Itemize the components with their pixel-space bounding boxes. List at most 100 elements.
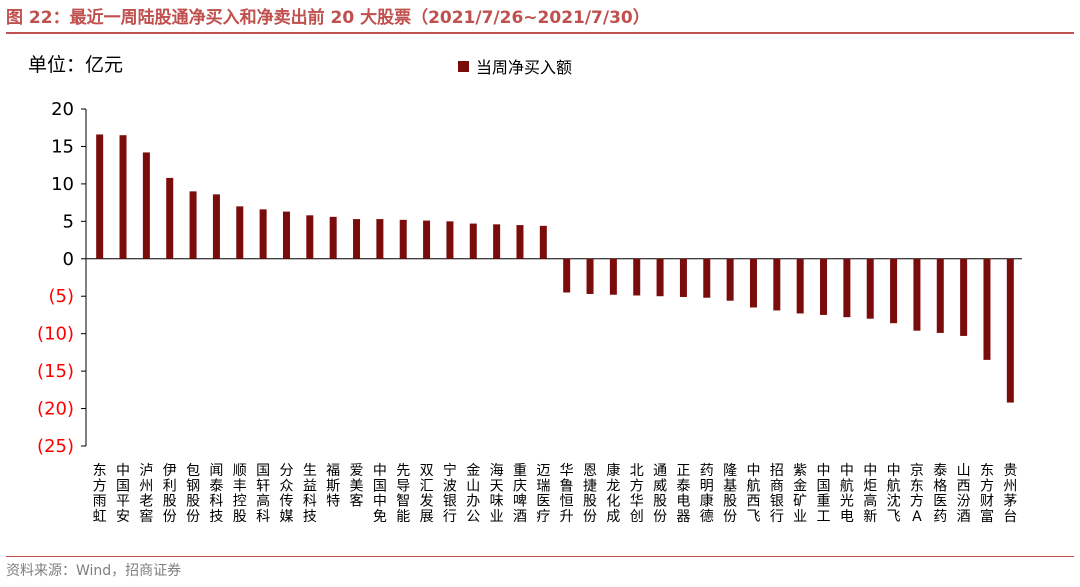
x-tick-label: 恩捷股份 [583,463,597,525]
bar [142,152,150,259]
bar [726,258,734,301]
x-tick-label: 顺丰控股 [233,463,247,525]
bar [820,258,828,315]
bar [796,258,804,314]
bar [236,206,244,259]
bar [446,221,454,259]
bar [983,258,991,360]
bar [282,211,290,259]
x-tick-label: 华鲁恒升 [560,463,574,525]
x-tick-label: 康龙化成 [606,462,620,525]
y-tick-label: (10) [37,324,74,345]
x-tick-label: 中航沈飞 [887,463,901,525]
x-tick-label: 中国中免 [373,463,387,525]
bar [563,258,571,293]
x-tick-label: 山西汾酒 [957,463,971,525]
x-tick-label: 药明康德 [700,463,714,525]
x-tick-label: 福斯特 [326,463,340,509]
x-tick-label: 中炬高新 [863,463,877,525]
x-tick-label: 正泰电器 [676,463,690,525]
bar [936,258,944,333]
x-tick-label: 东方财富 [980,463,994,525]
bar [960,258,968,336]
x-tick-label: 分众传媒 [279,463,293,525]
bar [423,220,431,259]
x-tick-label: 迈瑞医疗 [536,463,550,525]
x-tick-label: 闻泰科技 [209,463,223,525]
bar [749,258,757,308]
x-tick-label: 京东方 A [910,463,924,525]
bar [399,219,407,259]
bar [679,258,687,297]
x-tick-label: 东方雨虹 [93,463,107,525]
bar [913,258,921,331]
bar [609,258,617,295]
bar [773,258,781,311]
x-tick-label: 伊利股份 [163,463,177,525]
x-tick-label: 生益科技 [303,463,317,525]
x-axis-labels: 东方雨虹中国平安泸州老窖伊利股份包钢股份闻泰科技顺丰控股国轩高科分众传媒生益科技… [93,462,1018,525]
x-tick-label: 双汇发展 [420,463,434,525]
bar [703,258,711,298]
bars [96,134,1014,403]
bar [493,224,501,259]
bar [586,258,594,294]
bar [866,258,874,319]
y-tick-label: (5) [49,286,75,307]
x-tick-label: 泸州老窖 [139,463,153,525]
x-tick-label: 包钢股份 [186,463,200,525]
y-tick-label: (25) [37,436,74,457]
x-tick-label: 爱美客 [350,463,364,509]
bar-chart: 单位：亿元 当周净买入额 20 15 10 5 0 (5) (10) (15) (20) (25)… [28,54,1022,525]
x-tick-label: 中国重工 [817,463,831,525]
x-tick-label: 中航西飞 [746,463,760,525]
bar [890,258,898,324]
x-tick-label: 宁波银行 [443,462,457,525]
bar [329,216,337,259]
bar [96,134,104,259]
bar [516,225,524,259]
y-tick-label: (15) [37,361,74,382]
bar [119,135,127,259]
unit-label: 单位：亿元 [28,54,123,76]
y-tick-label: 20 [51,99,74,120]
y-axis: 20 15 10 5 0 (5) (10) (15) (20) (25) [37,99,1022,457]
x-tick-label: 泰格医药 [933,463,947,525]
y-tick-label: 15 [51,136,74,157]
bar [656,258,664,297]
bar [843,258,851,318]
x-tick-label: 贵州茅台 [1003,463,1017,525]
x-tick-label: 重庆啤酒 [513,463,527,525]
x-tick-label: 国轩高科 [256,463,270,525]
bar [259,209,267,259]
bar [1006,258,1014,403]
y-tick-label: 5 [63,211,74,232]
x-tick-label: 隆基股份 [723,463,737,525]
figure-title: 图 22：最近一周陆股通净买入和净卖出前 20 大股票（2021/7/26~20… [6,4,1074,34]
legend-label: 当周净买入额 [476,58,572,77]
y-tick-label: 10 [51,174,74,195]
bar [212,194,220,259]
bar [376,219,384,259]
x-tick-label: 招商银行 [770,463,784,525]
legend: 当周净买入额 [458,58,572,77]
bar [353,219,361,259]
bar [306,215,314,259]
y-tick-label: 0 [63,249,74,270]
x-tick-label: 中航光电 [840,463,854,525]
x-tick-label: 通威股份 [653,463,667,525]
x-tick-label: 紫金矿业 [793,463,807,525]
source-note: 资料来源：Wind，招商证券 [6,556,1074,587]
x-tick-label: 北方华创 [630,463,644,525]
bar [539,225,547,259]
x-tick-label: 先导智能 [396,463,410,525]
bar [189,191,197,259]
bar [166,177,174,259]
x-tick-label: 中国平安 [116,463,130,525]
legend-swatch [458,61,469,72]
x-tick-label: 金山办公 [466,463,480,525]
y-tick-label: (20) [37,399,74,420]
bar [633,258,641,296]
bar [469,223,477,259]
x-tick-label: 海天味业 [490,463,504,525]
